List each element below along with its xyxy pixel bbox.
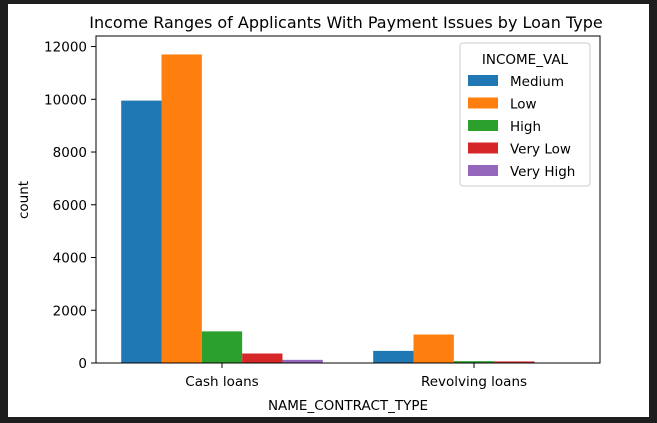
bar-low-0 <box>161 54 202 363</box>
y-axis-label: count <box>16 181 32 219</box>
bar-very-high-0 <box>282 359 323 363</box>
legend-swatch <box>468 75 498 86</box>
chart-title: Income Ranges of Applicants With Payment… <box>89 13 602 32</box>
legend-entry: Medium <box>510 74 564 90</box>
y-tick-label: 4000 <box>53 251 87 267</box>
legend-swatch <box>468 165 498 176</box>
plot-frame <box>95 35 601 364</box>
legend-entry: Very Low <box>510 142 571 158</box>
legend-entry: High <box>510 119 541 135</box>
y-tick-label: 0 <box>78 356 87 372</box>
bar-very-low-1 <box>494 361 535 363</box>
y-tick-label: 12000 <box>44 40 87 56</box>
legend: INCOME_VAL Medium Low High Very Low Very Hig… <box>459 42 591 187</box>
y-axis: 0 2000 4000 6000 8000 10000 12000 <box>44 40 96 372</box>
legend-swatch <box>468 142 498 154</box>
legend-items: Medium Low High Very Low Very High <box>468 74 575 180</box>
legend-swatch <box>468 97 498 109</box>
x-tick-label: Revolving loans <box>421 374 527 390</box>
bar-low-1 <box>413 334 454 363</box>
legend-entry: Low <box>510 97 537 113</box>
y-tick-label: 2000 <box>53 303 87 319</box>
bar-high-1 <box>453 361 495 363</box>
bar-very-low-0 <box>242 353 283 363</box>
x-axis: Cash loans Revolving loans <box>185 363 527 390</box>
bar-medium-1 <box>373 350 414 363</box>
legend-swatch <box>468 120 498 131</box>
bar-medium-0 <box>121 100 162 363</box>
y-tick-label: 10000 <box>44 92 87 108</box>
legend-title: INCOME_VAL <box>482 52 569 68</box>
y-tick-label: 8000 <box>53 145 87 161</box>
x-tick-label: Cash loans <box>185 374 258 390</box>
bar-high-0 <box>201 331 243 363</box>
x-axis-label: NAME_CONTRACT_TYPE <box>268 398 428 414</box>
legend-entry: Very High <box>510 164 575 180</box>
bars-group <box>121 54 575 363</box>
y-tick-label: 6000 <box>53 198 87 214</box>
